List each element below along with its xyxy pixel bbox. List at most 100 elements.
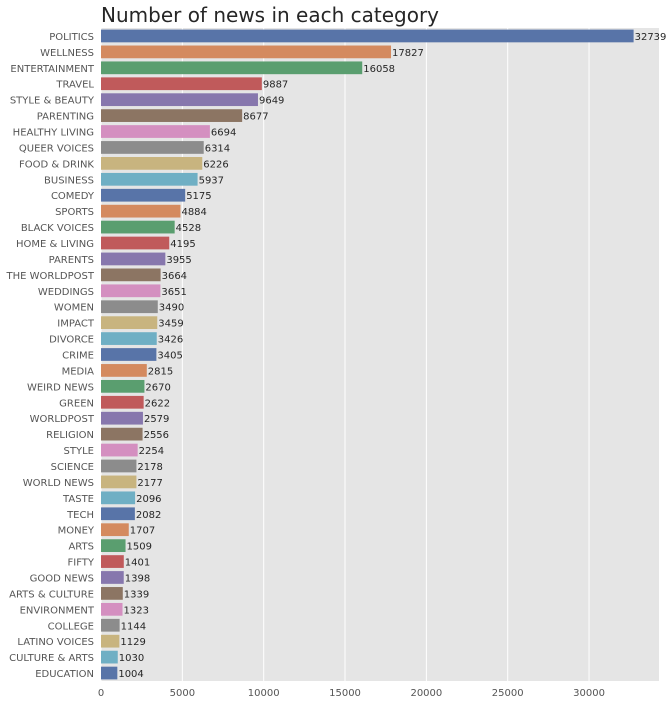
category-label-16: WEDDINGS bbox=[38, 287, 94, 298]
category-label-31: MONEY bbox=[58, 526, 95, 537]
bar-2 bbox=[101, 61, 363, 75]
category-label-9: BUSINESS bbox=[44, 175, 94, 186]
category-label-17: WOMEN bbox=[54, 303, 94, 314]
bar-37 bbox=[101, 618, 120, 632]
value-label-37: 1144 bbox=[121, 621, 146, 632]
bars bbox=[101, 29, 634, 680]
value-label-18: 3459 bbox=[158, 319, 183, 330]
value-label-35: 1339 bbox=[124, 589, 149, 600]
value-label-33: 1401 bbox=[125, 558, 150, 569]
value-label-26: 2254 bbox=[139, 446, 164, 457]
value-label-23: 2622 bbox=[145, 398, 170, 409]
category-label-20: CRIME bbox=[62, 351, 94, 362]
value-label-29: 2096 bbox=[136, 494, 161, 505]
value-label-25: 2556 bbox=[144, 430, 169, 441]
value-label-28: 2177 bbox=[137, 478, 162, 489]
value-label-19: 3426 bbox=[158, 335, 183, 346]
x-tick-label-3: 15000 bbox=[329, 688, 361, 699]
bar-27 bbox=[101, 459, 137, 473]
bar-38 bbox=[101, 634, 120, 648]
bar-35 bbox=[101, 587, 123, 600]
category-label-38: LATINO VOICES bbox=[17, 637, 94, 648]
category-label-1: WELLNESS bbox=[40, 48, 94, 59]
category-label-21: MEDIA bbox=[62, 366, 95, 377]
bar-16 bbox=[101, 284, 161, 298]
bar-5 bbox=[101, 109, 243, 122]
value-label-0: 32739 bbox=[635, 32, 667, 43]
x-tick-label-6: 30000 bbox=[573, 688, 605, 699]
value-label-16: 3651 bbox=[161, 287, 186, 298]
x-axis-tick-labels: 0 5000 10000 15000 20000 25000 30000 bbox=[98, 688, 605, 699]
value-label-31: 1707 bbox=[130, 526, 155, 537]
category-label-26: STYLE bbox=[64, 446, 94, 457]
category-label-0: POLITICS bbox=[49, 32, 94, 43]
value-label-10: 5175 bbox=[186, 191, 211, 202]
category-label-29: TASTE bbox=[62, 494, 94, 505]
category-label-34: GOOD NEWS bbox=[30, 573, 94, 584]
value-label-13: 4195 bbox=[170, 239, 195, 250]
bar-22 bbox=[101, 379, 145, 393]
bar-1 bbox=[101, 45, 392, 59]
category-label-14: PARENTS bbox=[49, 255, 94, 266]
value-label-40: 1004 bbox=[118, 669, 143, 680]
category-label-33: FIFTY bbox=[68, 558, 95, 569]
value-label-11: 4884 bbox=[181, 207, 206, 218]
category-label-4: STYLE & BEAUTY bbox=[10, 96, 95, 107]
bar-8 bbox=[101, 157, 203, 170]
category-label-12: BLACK VOICES bbox=[21, 223, 94, 234]
bar-39 bbox=[101, 650, 118, 664]
bar-0 bbox=[101, 29, 634, 43]
bar-21 bbox=[101, 364, 147, 377]
bar-7 bbox=[101, 141, 204, 154]
bar-28 bbox=[101, 475, 137, 489]
value-label-17: 3490 bbox=[159, 303, 184, 314]
bar-13 bbox=[101, 236, 170, 250]
category-label-27: SCIENCE bbox=[51, 462, 94, 473]
bar-4 bbox=[101, 93, 258, 107]
chart-title: Number of news in each category bbox=[101, 3, 439, 27]
value-label-3: 9887 bbox=[263, 80, 288, 91]
category-label-5: PARENTING bbox=[37, 112, 94, 123]
bar-32 bbox=[101, 539, 126, 552]
bar-23 bbox=[101, 395, 144, 409]
category-label-15: THE WORLDPOST bbox=[6, 271, 95, 282]
value-label-4: 9649 bbox=[259, 96, 284, 107]
value-label-32: 1509 bbox=[127, 542, 152, 553]
bar-25 bbox=[101, 427, 143, 441]
value-label-14: 3955 bbox=[166, 255, 191, 266]
bar-14 bbox=[101, 252, 166, 266]
bar-33 bbox=[101, 555, 124, 568]
category-label-39: CULTURE & ARTS bbox=[9, 653, 94, 664]
bar-12 bbox=[101, 220, 175, 234]
value-label-22: 2670 bbox=[145, 382, 170, 393]
value-label-8: 6226 bbox=[203, 159, 228, 170]
category-label-40: EDUCATION bbox=[35, 669, 94, 680]
category-label-11: SPORTS bbox=[55, 207, 94, 218]
bar-20 bbox=[101, 348, 157, 361]
value-label-21: 2815 bbox=[148, 366, 173, 377]
x-tick-label-4: 20000 bbox=[410, 688, 442, 699]
bar-40 bbox=[101, 666, 118, 680]
bar-9 bbox=[101, 172, 198, 186]
value-label-9: 5937 bbox=[199, 175, 224, 186]
bar-31 bbox=[101, 523, 129, 537]
bar-29 bbox=[101, 491, 136, 505]
bar-34 bbox=[101, 571, 124, 584]
value-label-36: 1323 bbox=[124, 605, 149, 616]
category-label-2: ENTERTAINMENT bbox=[10, 64, 94, 75]
value-label-12: 4528 bbox=[176, 223, 201, 234]
bar-10 bbox=[101, 188, 186, 202]
value-label-39: 1030 bbox=[119, 653, 144, 664]
category-label-10: COMEDY bbox=[51, 191, 95, 202]
y-axis-category-labels: POLITICS WELLNESS ENTERTAINMENT TRAVEL STYLE… bbox=[6, 32, 95, 680]
category-label-6: HEALTHY LIVING bbox=[13, 128, 94, 139]
value-label-2: 16058 bbox=[363, 64, 395, 75]
value-label-6: 6694 bbox=[211, 128, 236, 139]
value-label-7: 6314 bbox=[205, 143, 230, 154]
value-label-15: 3664 bbox=[162, 271, 187, 282]
bar-15 bbox=[101, 268, 161, 282]
category-label-37: COLLEGE bbox=[48, 621, 94, 632]
value-label-1: 17827 bbox=[392, 48, 424, 59]
